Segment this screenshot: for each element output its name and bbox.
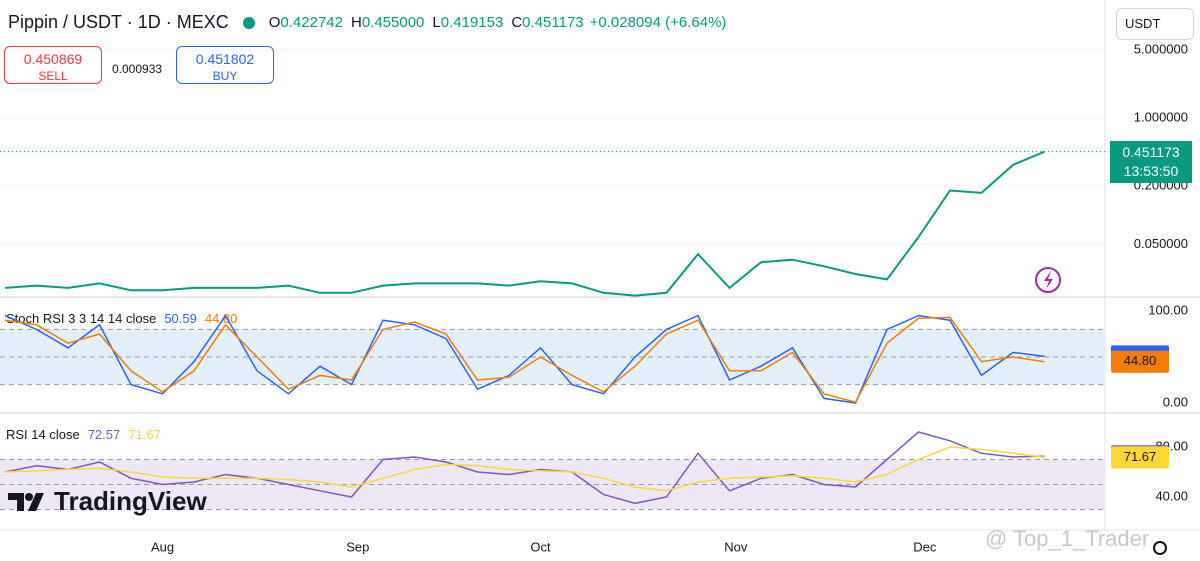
currency-select[interactable]: USDT <box>1116 8 1194 40</box>
sell-price: 0.450869 <box>23 51 83 67</box>
x-tick-label: Nov <box>724 539 748 554</box>
ohlc-value: 0.451173 <box>522 14 584 31</box>
ohlc: O0.422742 H0.455000 L0.419153 C0.451173 <box>269 14 584 31</box>
buy-label: BUY <box>212 69 238 83</box>
countdown: 13:53:50 <box>1123 163 1179 179</box>
sell-label: SELL <box>38 69 68 83</box>
ohlc-item: O0.422742 <box>269 14 343 31</box>
sell-button[interactable]: 0.450869 SELL <box>4 46 102 84</box>
ohlc-value: 0.455000 <box>361 14 425 31</box>
series-line <box>4 446 1045 492</box>
ohlc-key: C <box>511 14 523 31</box>
indicator-value: 72.57 <box>88 427 121 442</box>
indicator-name: Stoch RSI 3 3 14 14 close <box>6 311 156 326</box>
y-tick-label: 40.00 <box>1155 488 1188 503</box>
logo: TradingView <box>8 486 207 517</box>
ohlc-key: L <box>432 14 441 31</box>
series-line <box>4 431 1045 505</box>
x-tick-label: Dec <box>913 539 937 554</box>
symbol: Pippin / USDT · 1D · MEXC <box>8 12 229 32</box>
series-line <box>4 314 1045 404</box>
x-tick-label: Oct <box>530 539 551 554</box>
x-tick-label: Aug <box>151 539 174 554</box>
y-tick-label: 5.000000 <box>1134 41 1188 56</box>
value-label: 44.80 <box>1124 353 1157 368</box>
ohlc-item: C0.451173 <box>511 14 583 31</box>
ohlc-key: O <box>268 14 281 31</box>
change: +0.028094 (+6.64%) <box>589 14 727 31</box>
series-line <box>4 316 1045 403</box>
ohlc-key: H <box>350 14 362 31</box>
ohlc-value: 0.419153 <box>440 14 504 31</box>
ohlc-item: H0.455000 <box>351 14 424 31</box>
value-label-box <box>1111 350 1169 373</box>
pane-legend: RSI 14 close 72.57 71.67 <box>6 427 161 442</box>
indicator-value: 44.80 <box>205 311 238 326</box>
watermark: @ Top_1_Trader <box>985 526 1150 551</box>
y-tick-label: 100.00 <box>1148 302 1188 317</box>
pane-legend: Stoch RSI 3 3 14 14 close 50.59 44.80 <box>6 311 237 326</box>
y-tick-label: 0.00 <box>1163 394 1188 409</box>
logo-icon <box>8 492 44 511</box>
y-tick-label: 0.050000 <box>1134 236 1188 251</box>
value-label: 71.67 <box>1124 449 1157 464</box>
indicator-value: 50.59 <box>164 311 197 326</box>
series-line <box>4 150 1045 297</box>
buy-button[interactable]: 0.451802 BUY <box>176 46 274 84</box>
indicator-value: 71.67 <box>128 427 161 442</box>
ohlc-item: L0.419153 <box>432 14 503 31</box>
status-dot <box>242 16 255 29</box>
last-price: 0.451173 <box>1122 144 1180 160</box>
logo-text: TradingView <box>54 486 207 516</box>
value-label-box <box>1111 446 1169 469</box>
ohlc-value: 0.422742 <box>280 14 343 31</box>
spread: 0.000933 <box>112 62 163 76</box>
settings-icon <box>1153 541 1167 555</box>
legend: Pippin / USDT · 1D · MEXC O0.422742 H0.45… <box>8 12 726 33</box>
x-tick-label: Sep <box>346 539 369 554</box>
alert-bolt <box>1044 271 1053 289</box>
price-label: 0.451173 13:53:50 <box>1110 141 1192 183</box>
alert-icon <box>1035 267 1061 293</box>
y-tick-label: 1.000000 <box>1134 109 1188 124</box>
indicator-name: RSI 14 close <box>6 427 80 442</box>
buy-price: 0.451802 <box>195 51 255 67</box>
